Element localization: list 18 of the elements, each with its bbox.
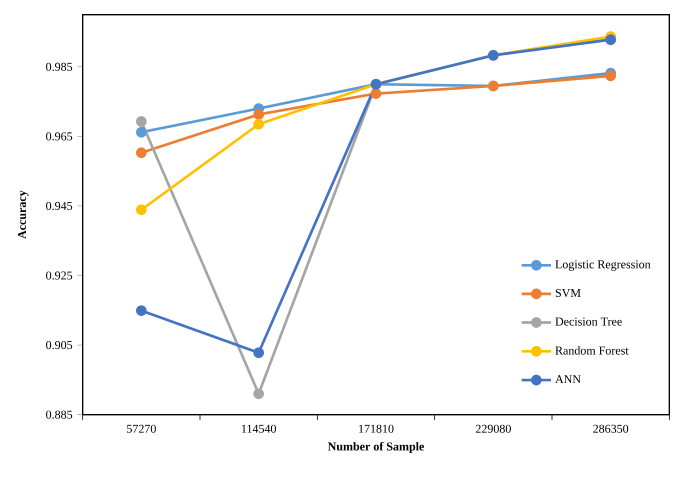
legend-label: ANN bbox=[555, 375, 581, 384]
x-tick-label: 114540 bbox=[242, 424, 276, 433]
y-tick-label: 0.945 bbox=[46, 202, 72, 210]
x-tick-label: 57270 bbox=[127, 424, 156, 433]
legend-label: Decision Tree bbox=[555, 318, 622, 326]
y-tick-label: 0.925 bbox=[46, 271, 72, 280]
legend-label: Logistic Regression bbox=[555, 260, 650, 271]
legend-label: SVM bbox=[556, 288, 581, 298]
y-tick-label: 0.885 bbox=[46, 410, 72, 419]
y-axis-title: Accuracy bbox=[18, 190, 28, 239]
x-tick-label: 229080 bbox=[476, 424, 511, 433]
y-tick-label: 0.985 bbox=[46, 62, 72, 71]
x-tick-label: 171810 bbox=[359, 424, 394, 433]
legend-label: Random Forest bbox=[555, 346, 629, 355]
x-axis-title: Number of Sample bbox=[328, 442, 424, 453]
y-tick-label: 0.965 bbox=[46, 132, 72, 140]
x-tick-label: 286350 bbox=[593, 424, 628, 433]
y-tick-label: 0.905 bbox=[46, 341, 72, 350]
